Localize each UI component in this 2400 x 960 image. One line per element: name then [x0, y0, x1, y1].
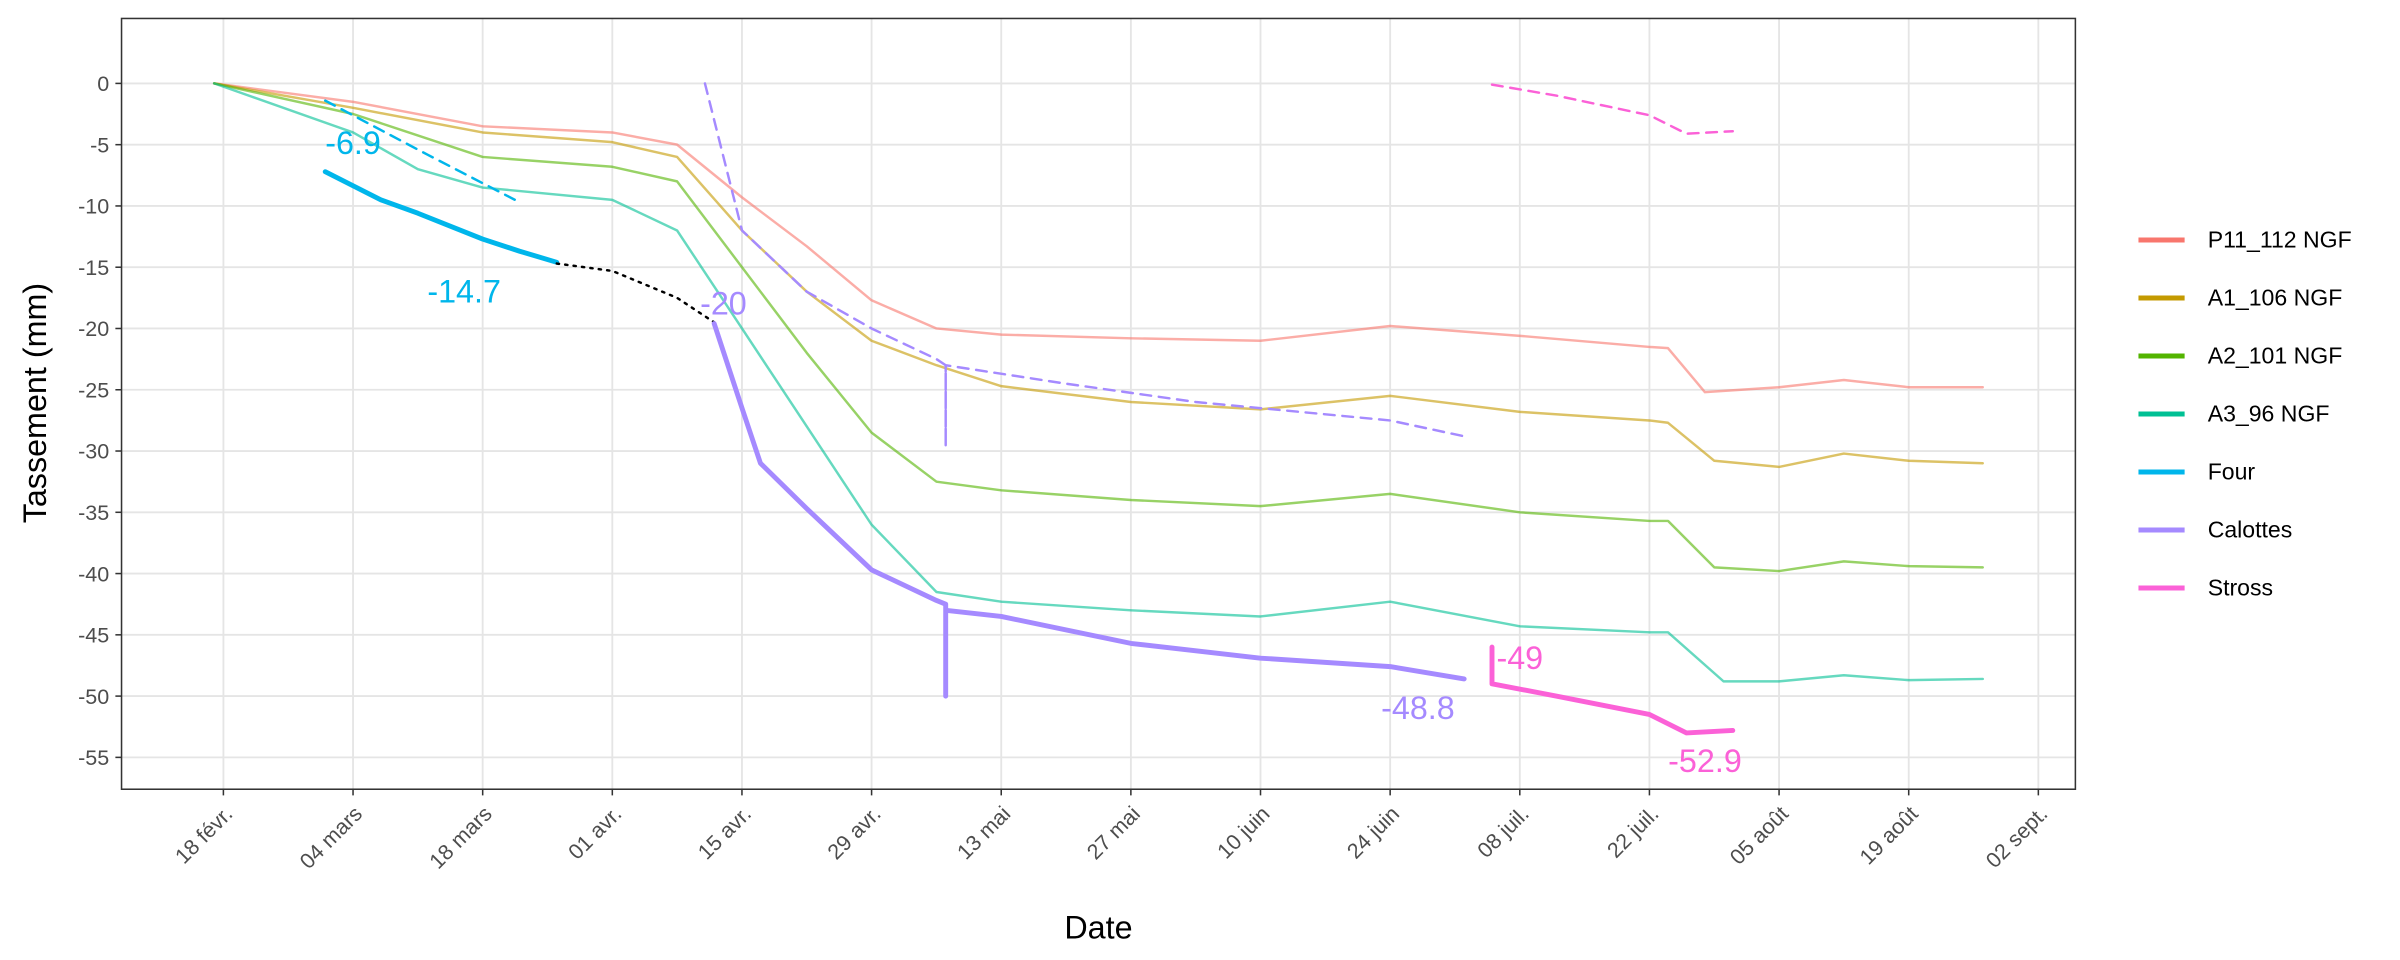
legend-label: Four — [2208, 459, 2256, 485]
y-tick-label: -40 — [78, 562, 109, 586]
annotation: -52.9 — [1668, 743, 1742, 779]
y-tick-label: -5 — [90, 133, 109, 157]
y-tick-label: -20 — [78, 317, 109, 341]
legend-label: Calottes — [2208, 517, 2293, 543]
plot-border — [120, 17, 2077, 790]
series-line — [322, 169, 560, 265]
series-line — [1489, 644, 1736, 736]
series-line — [711, 321, 1467, 699]
y-tick-label: -30 — [78, 440, 109, 464]
y-tick-label: -35 — [78, 501, 109, 525]
annotation: -20 — [700, 286, 747, 322]
legend-label: A2_101 NGF — [2208, 343, 2343, 369]
x-axis-title: Date — [1064, 909, 1132, 945]
y-tick-label: -10 — [78, 195, 109, 219]
lines — [212, 82, 1984, 736]
series-line — [212, 82, 1984, 573]
legend-label: P11_112 NGF — [2208, 227, 2352, 253]
legend-label: Stross — [2208, 575, 2273, 601]
annotation: -14.7 — [427, 273, 501, 309]
y-axis-title: Tassement (mm) — [17, 283, 53, 523]
y-tick-label: -45 — [78, 624, 109, 648]
series-line — [703, 82, 1466, 448]
series-line — [1490, 83, 1734, 135]
legend-label: A3_96 NGF — [2208, 401, 2330, 427]
series-line — [212, 82, 1984, 394]
series-line — [212, 82, 1984, 683]
y-tick-label: -15 — [78, 256, 109, 280]
y-tick-label: -55 — [78, 746, 109, 770]
annotation: -48.8 — [1381, 690, 1455, 726]
series-line — [212, 82, 1984, 469]
annotation: -6.9 — [325, 125, 381, 161]
y-tick-label: -25 — [78, 378, 109, 402]
y-tick-label: -50 — [78, 685, 109, 709]
y-tick-label: 0 — [97, 72, 109, 96]
annotation: -49 — [1496, 640, 1543, 676]
legend-label: A1_106 NGF — [2208, 285, 2343, 311]
series-line — [555, 262, 716, 324]
series-line — [324, 99, 521, 204]
